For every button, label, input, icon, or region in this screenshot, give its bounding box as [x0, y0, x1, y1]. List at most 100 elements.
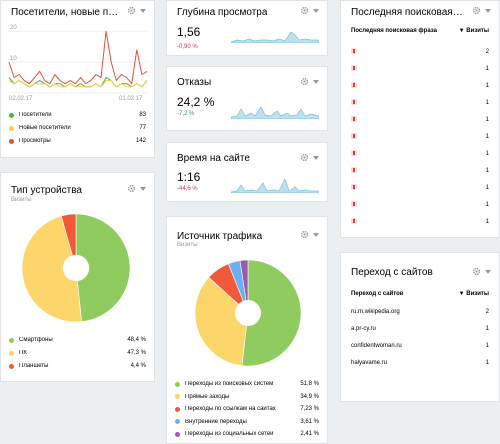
table-row[interactable]: 1 — [351, 201, 489, 209]
legend-value: 47,3 % — [127, 350, 146, 356]
widget-controls — [300, 6, 319, 15]
pie-slice[interactable] — [241, 259, 302, 367]
site-cell[interactable]: halyavame.ru — [351, 360, 388, 366]
column-phrase[interactable]: Последняя поисковая фраза — [351, 28, 437, 34]
legend-item[interactable]: Переходы из социальных сетей 2,41 % — [175, 431, 319, 437]
table-row[interactable]: 1 — [351, 150, 489, 158]
yandex-icon — [351, 65, 357, 71]
chevron-down-icon[interactable] — [313, 79, 319, 84]
widget-title: Последняя поисковая фраза — [351, 7, 463, 18]
widget-controls — [472, 6, 491, 15]
x-end-label: 01.03.17 — [119, 96, 143, 102]
legend-swatch — [175, 431, 180, 437]
legend-item[interactable]: Прямые заходы 34,9 % — [175, 394, 319, 400]
table-row[interactable]: 1 — [351, 133, 489, 141]
gear-icon[interactable] — [300, 230, 309, 239]
visits-cell: 1 — [485, 168, 489, 174]
pie-slice[interactable] — [60, 213, 77, 269]
widget-controls — [300, 230, 319, 239]
widget-subtitle: Визиты — [11, 197, 32, 203]
legend-item[interactable]: Смартфоны 48,4 % — [9, 337, 146, 343]
widget-title: Глубина просмотра — [177, 7, 268, 18]
legend-label: Просмотры — [19, 138, 51, 144]
widget-title: Переход с сайтов — [351, 267, 433, 278]
yandex-icon — [351, 99, 357, 105]
table-row[interactable]: 1 — [351, 65, 489, 73]
table-row[interactable]: 1 — [351, 82, 489, 90]
table-row[interactable]: 1 — [351, 218, 489, 226]
yandex-icon — [351, 82, 357, 88]
table-row[interactable]: 1 — [351, 167, 489, 175]
yandex-icon — [351, 218, 357, 224]
legend-label: Смартфоны — [19, 337, 53, 343]
column-visits[interactable]: ▼ Визиты — [458, 291, 489, 297]
pie-slice[interactable] — [21, 215, 82, 323]
gear-icon[interactable] — [472, 6, 481, 15]
legend-value: 51,8 % — [300, 381, 319, 387]
pie-slice[interactable] — [75, 213, 131, 323]
widget-title: Отказы — [177, 77, 212, 88]
gear-icon[interactable] — [127, 184, 136, 193]
visits-cell: 1 — [485, 100, 489, 106]
legend-label: Посетители — [19, 112, 52, 118]
gear-icon[interactable] — [472, 267, 481, 276]
visits-cell: 1 — [485, 326, 489, 332]
legend-value: 83 — [139, 112, 146, 118]
legend-item[interactable]: Новые посетители 77 — [9, 125, 146, 131]
pie-slice[interactable] — [194, 276, 249, 366]
series-line — [8, 80, 148, 88]
table-row[interactable]: 2 — [351, 48, 489, 56]
gear-icon[interactable] — [127, 6, 136, 15]
phrase-cell — [351, 116, 486, 124]
yandex-icon — [351, 167, 357, 173]
chevron-down-icon[interactable] — [313, 8, 319, 13]
table-row[interactable]: halyavame.ru 1 — [351, 360, 489, 366]
visits-cell: 1 — [485, 83, 489, 89]
site-cell[interactable]: ru.m.wikipedia.org — [351, 309, 400, 315]
donut-hole — [62, 254, 90, 282]
phrase-cell — [351, 48, 486, 56]
legend-label: Переходы из поисковых систем — [185, 381, 274, 387]
pie-slice[interactable] — [239, 259, 249, 314]
legend-value: 34,9 % — [300, 393, 319, 400]
chevron-down-icon[interactable] — [313, 232, 319, 237]
legend-item[interactable]: Переходы из поисковых систем 51,8 % — [175, 381, 319, 387]
table-row[interactable]: confidentwoman.ru 1 — [351, 343, 489, 349]
column-visits[interactable]: ▼ Визиты — [458, 28, 489, 34]
phrase-cell — [351, 82, 486, 90]
gear-icon[interactable] — [300, 6, 309, 15]
widget-subtitle: Визиты — [177, 242, 198, 248]
legend-item[interactable]: Переходы по ссылкам на сайтах 7,23 % — [175, 406, 319, 412]
legend-item[interactable]: Посетители 83 — [9, 112, 146, 118]
table-row[interactable]: 1 — [351, 99, 489, 107]
legend-item[interactable]: Планшеты 4,4 % — [9, 363, 146, 369]
table-row[interactable]: 1 — [351, 116, 489, 124]
table-row[interactable]: ru.m.wikipedia.org 2 — [351, 309, 489, 315]
referral-sites-widget: Переход с сайтов Переход с сайтов ▼ Визи… — [340, 252, 500, 402]
metric-delta: -7,2 % — [177, 111, 195, 117]
site-cell[interactable]: a.pr-cy.ru — [351, 326, 376, 332]
chevron-down-icon[interactable] — [140, 8, 146, 13]
legend-value: 3,61 % — [300, 418, 319, 425]
chevron-down-icon[interactable] — [313, 155, 319, 160]
chevron-down-icon[interactable] — [485, 8, 491, 13]
metric-delta: -0,90 % — [177, 44, 198, 50]
device-widget: Тип устройства Визиты Смартфоны 48,4 % ПК 4… — [0, 172, 155, 382]
phrase-cell — [351, 167, 486, 175]
yandex-icon — [351, 184, 357, 190]
gear-icon[interactable] — [300, 153, 309, 162]
chevron-down-icon[interactable] — [485, 269, 491, 274]
visits-cell: 2 — [485, 309, 489, 315]
gear-icon[interactable] — [300, 77, 309, 86]
table-row[interactable]: a.pr-cy.ru 1 — [351, 326, 489, 332]
widget-title: Время на сайте — [177, 153, 250, 164]
legend-item[interactable]: Внутренние переходы 3,61 % — [175, 419, 319, 425]
series-line — [8, 31, 148, 85]
chevron-down-icon[interactable] — [140, 186, 146, 191]
column-site[interactable]: Переход с сайтов — [351, 291, 404, 297]
table-row[interactable]: 1 — [351, 184, 489, 192]
legend-item[interactable]: ПК 47,3 % — [9, 350, 146, 356]
legend-item[interactable]: Просмотры 142 — [9, 138, 146, 144]
site-cell[interactable]: confidentwoman.ru — [351, 343, 402, 349]
yandex-icon — [351, 116, 357, 122]
